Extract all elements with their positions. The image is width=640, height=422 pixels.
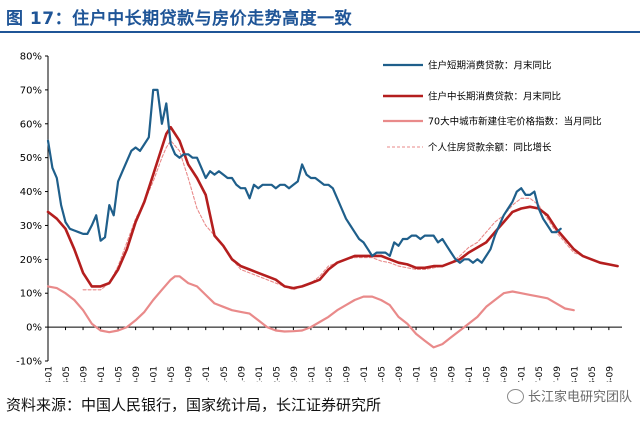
series-line-0 [46, 88, 562, 264]
y-tick-label: 70% [20, 85, 42, 96]
chart-axes: 80% 70% 60% 50% 40% 30% 20% 10% 0% -10%2008-01 200… [16, 52, 622, 382]
x-tick-label: 2010-01 [150, 366, 160, 382]
wechat-icon [506, 389, 524, 404]
x-tick-label: 2014-01 [360, 366, 370, 382]
y-tick-label: 60% [20, 119, 42, 130]
x-tick-label: 2011-09 [237, 366, 247, 382]
x-tick-label: 2009-05 [115, 366, 125, 382]
watermark: 长江家电研究团队 [506, 386, 632, 405]
x-tick-label: 2008-05 [62, 366, 72, 382]
source-note: 资料来源：中国人民银行，国家统计局，长江证券研究所 [6, 396, 382, 414]
x-tick-label: 2014-09 [395, 366, 405, 382]
legend-label-0: 住户短期消费贷款：月末同比 [428, 60, 552, 72]
x-tick-label: 2013-05 [325, 366, 335, 382]
title-divider [0, 31, 640, 33]
series-line-3 [82, 140, 601, 291]
x-tick-label: 2017-01 [518, 366, 528, 382]
y-tick-label: 50% [20, 153, 42, 164]
x-tick-label: 2015-05 [430, 366, 440, 382]
x-tick-label: 2012-09 [290, 366, 300, 382]
x-tick-label: 2010-05 [167, 366, 177, 382]
figure-title: 图 17：住户中长期贷款与房价走势高度一致 [6, 9, 353, 29]
x-tick-label: 2009-09 [132, 366, 142, 382]
x-tick-label: 2016-05 [483, 366, 493, 382]
x-tick-label: 2012-01 [255, 366, 265, 382]
x-tick-label: 2018-01 [570, 366, 580, 382]
x-tick-label: 2018-05 [588, 366, 598, 382]
y-tick-label: 80% [20, 52, 42, 63]
x-tick-label: 2011-01 [202, 366, 212, 382]
x-tick-label: 2009-01 [97, 366, 107, 382]
x-tick-label: 2014-05 [378, 366, 388, 382]
x-tick-label: 2011-05 [220, 366, 230, 382]
legend-label-1: 住户中长期消费贷款：月末同比 [428, 91, 561, 103]
line-chart: 80% 70% 60% 50% 40% 30% 20% 10% 0% -10%2008-01 200… [16, 52, 622, 382]
x-tick-label: 2016-01 [465, 366, 475, 382]
x-tick-label: 2012-05 [272, 366, 282, 382]
x-tick-label: 2015-01 [413, 366, 423, 382]
y-tick-label: -10% [16, 357, 42, 368]
y-tick-label: 10% [20, 289, 42, 300]
x-tick-label: 2010-09 [185, 366, 195, 382]
x-tick-label: 2017-09 [553, 366, 563, 382]
y-tick-label: 0% [26, 323, 42, 334]
legend-label-3: 个人住房贷款余额：同比增长 [428, 142, 552, 154]
chart-series-lines [46, 88, 619, 349]
x-tick-label: 2015-09 [448, 366, 458, 382]
y-tick-label: 40% [20, 187, 42, 198]
x-tick-label: 2008-09 [80, 366, 90, 382]
x-tick-label: 2013-09 [342, 366, 352, 382]
x-tick-label: 2008-01 [45, 366, 55, 382]
series-line-2 [46, 275, 575, 349]
legend-label-2: 70大中城市新建住宅价格指数：当月同比 [428, 116, 602, 128]
x-tick-label: 2017-05 [535, 366, 545, 382]
x-tick-label: 2016-09 [500, 366, 510, 382]
y-tick-label: 20% [20, 255, 42, 266]
x-tick-label: 2018-09 [605, 366, 615, 382]
watermark-text: 长江家电研究团队 [527, 390, 632, 405]
series-line-1 [46, 125, 619, 290]
y-tick-label: 30% [20, 221, 42, 232]
x-tick-label: 2013-01 [307, 366, 317, 382]
